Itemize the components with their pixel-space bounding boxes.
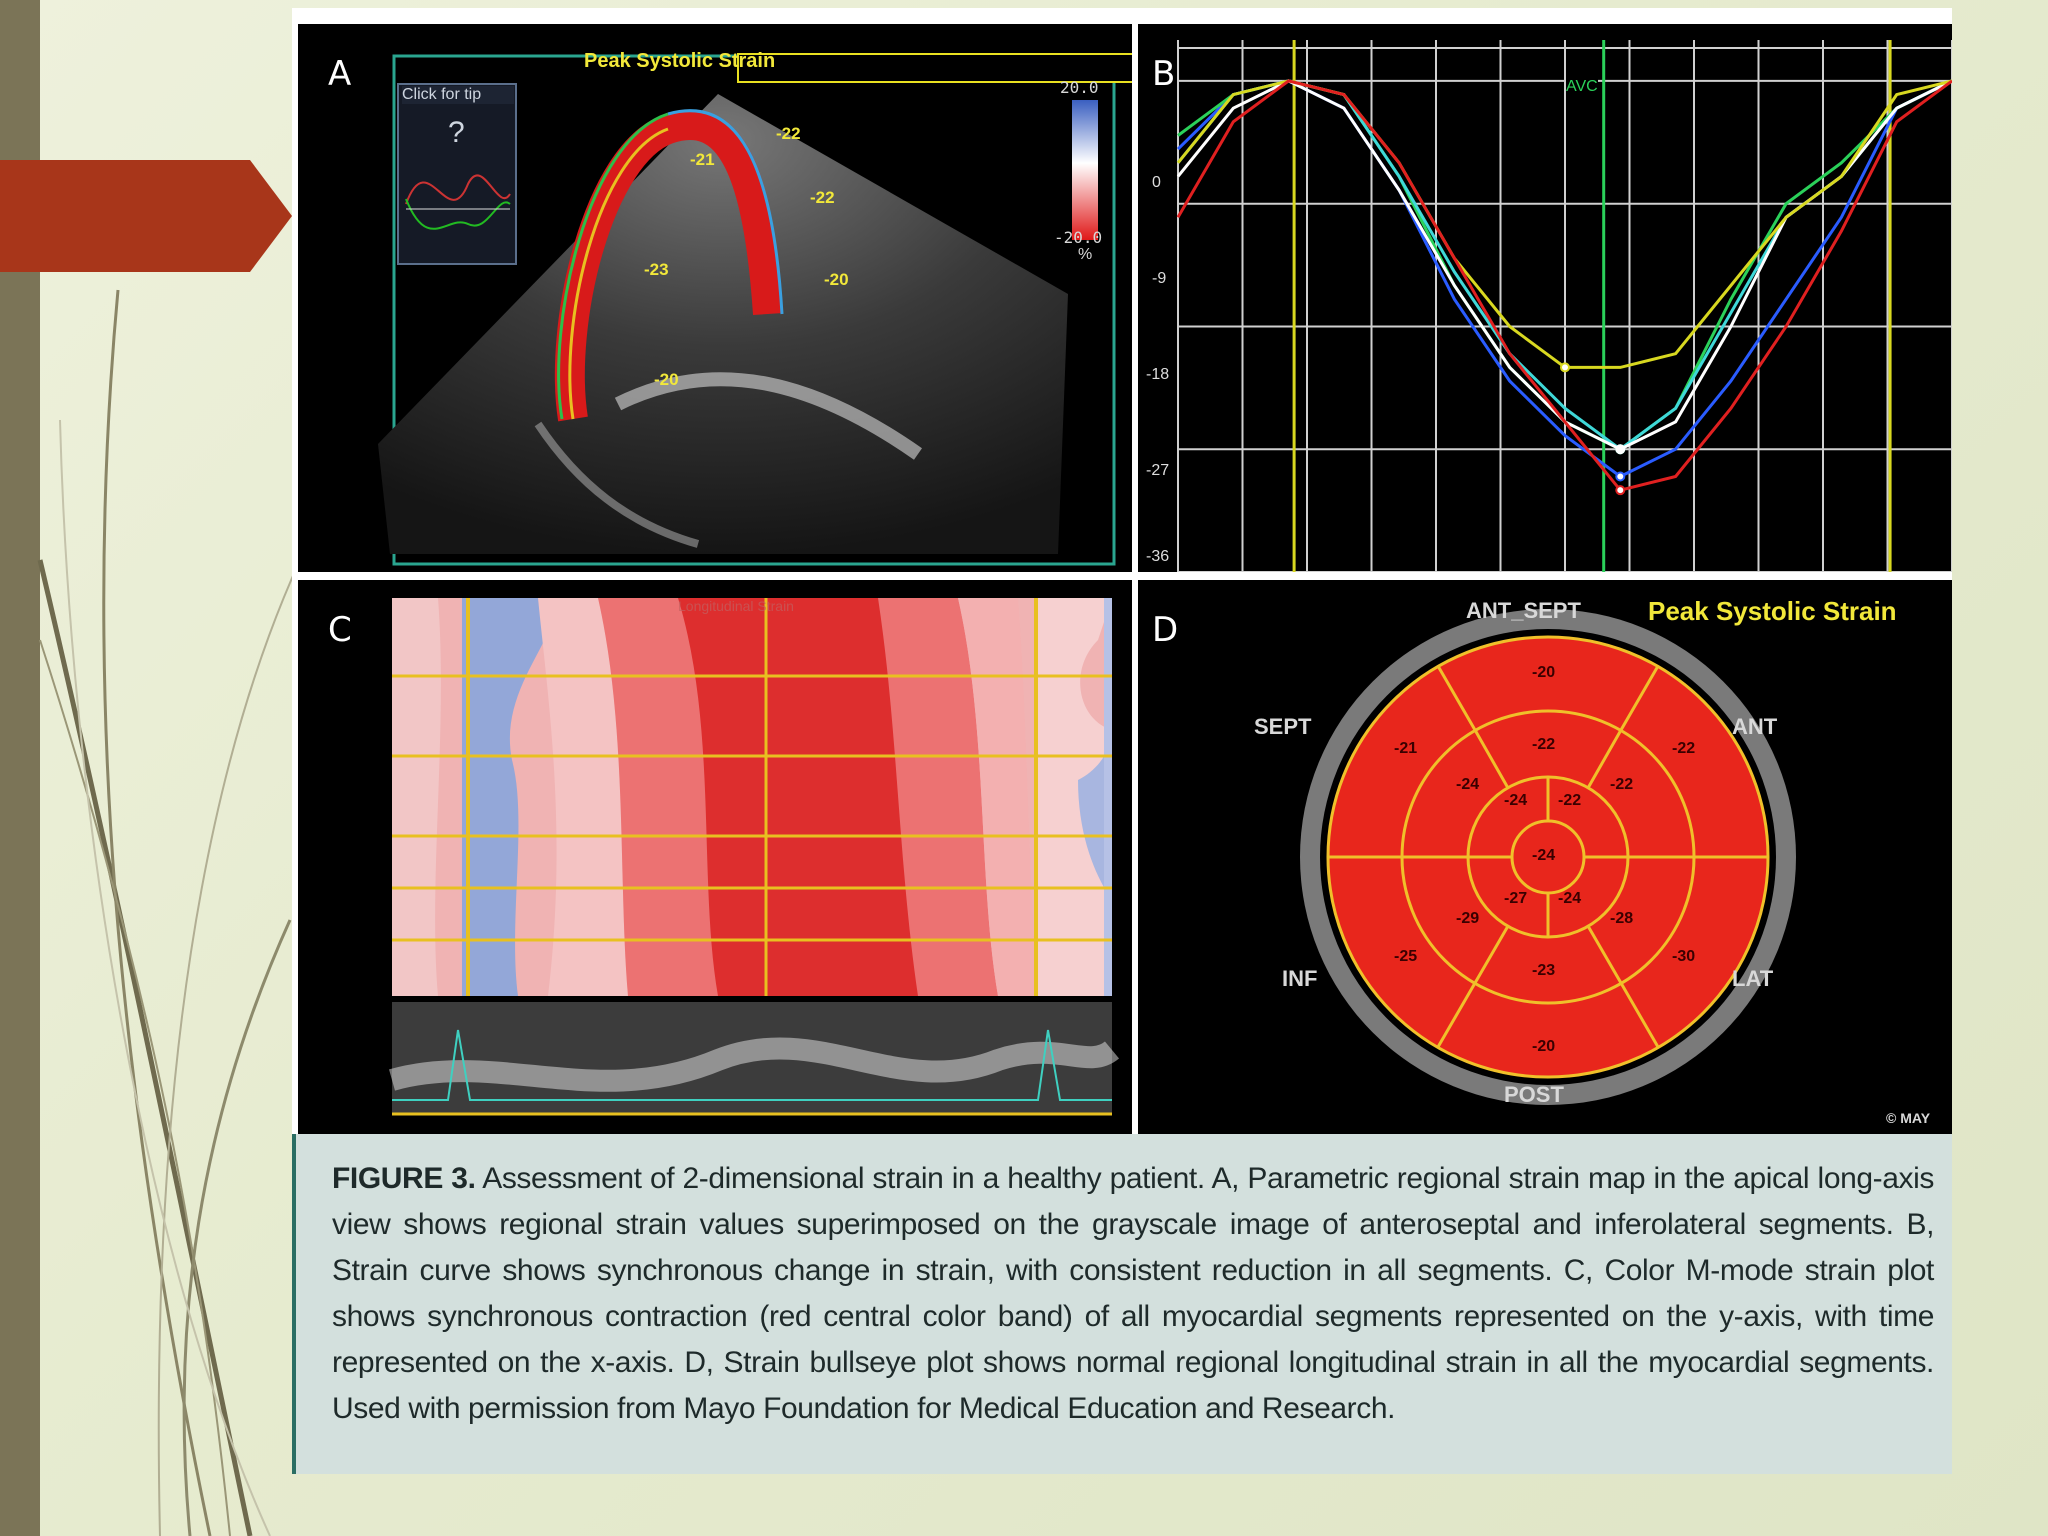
wall-label-ant: ANT: [1732, 714, 1778, 739]
segment-value: -22: [1558, 792, 1582, 809]
segment-value: -22: [810, 188, 835, 207]
avc-marker-label: AVC: [1566, 78, 1598, 96]
panel-a-graphic: [378, 53, 1132, 566]
segment-value: -24: [1558, 890, 1582, 907]
segment-value: -24: [1504, 792, 1528, 809]
wall-label-post: POST: [1504, 1082, 1564, 1107]
panel-d-bullseye: D Peak Systolic Strain ANT_SEPT SEPT ANT…: [1138, 580, 1952, 1134]
segment-value: -30: [1672, 948, 1696, 965]
segment-value: -29: [1456, 910, 1480, 927]
segment-value: -20: [1532, 1038, 1556, 1055]
figure-caption: FIGURE 3. Assessment of 2-dimensional st…: [292, 1134, 1952, 1474]
color-scale-bar: [1072, 100, 1098, 240]
y-tick-label: 0: [1152, 174, 1161, 192]
decorative-swoosh-lines: [37, 289, 301, 1536]
segment-value: -22: [776, 124, 801, 143]
help-question-icon: ?: [448, 116, 465, 149]
segment-value: -28: [1610, 910, 1634, 927]
panel-c-heading: Longitudinal Strain: [678, 598, 794, 614]
wall-label-sept: SEPT: [1254, 714, 1312, 739]
figure-3: A Peak Systolic Strain Click for tip ? 2…: [292, 8, 1952, 1474]
segment-value: -24: [1456, 776, 1480, 793]
segment-value: -23: [644, 260, 669, 279]
scale-unit: %: [1078, 246, 1093, 263]
panel-c-label: C: [328, 610, 352, 650]
panel-c-graphic: [389, 598, 1120, 1116]
copyright-label: © MAY: [1886, 1110, 1931, 1126]
panel-a-title: Peak Systolic Strain: [584, 50, 776, 72]
segment-value: -21: [690, 150, 715, 169]
panel-b-label: B: [1152, 54, 1176, 94]
peak-point: [1560, 362, 1570, 373]
wall-label-lat: LAT: [1732, 966, 1774, 991]
wall-label-ant-sept: ANT_SEPT: [1466, 598, 1581, 623]
segment-value: -20: [1532, 664, 1556, 681]
panel-d-label: D: [1152, 610, 1179, 650]
panel-b-strain-curves: B AVC 0 -9 -18 -27 -36: [1138, 24, 1952, 572]
strain-curve-chart: [1176, 40, 1952, 572]
wall-label-inf: INF: [1282, 966, 1318, 991]
segment-value: -22: [1610, 776, 1634, 793]
panel-c-color-mmode: C Longitudinal Strain: [298, 580, 1132, 1134]
arrow-shape: [0, 160, 292, 272]
segment-value: -22: [1672, 740, 1696, 757]
panel-a-label: A: [328, 54, 352, 94]
peak-point: [1615, 471, 1626, 482]
panel-d-title: Peak Systolic Strain: [1648, 596, 1897, 626]
y-tick-label: -27: [1146, 462, 1170, 480]
segment-value: -20: [824, 270, 849, 289]
caption-text: Assessment of 2-dimensional strain in a …: [332, 1162, 1935, 1425]
peak-point: [1615, 444, 1626, 455]
help-tip-box: [397, 83, 517, 265]
segment-value: -27: [1504, 890, 1528, 907]
caption-label: FIGURE 3.: [332, 1162, 476, 1195]
panel-a-title-box: [737, 53, 1132, 83]
strain-curve-line: [1176, 79, 1952, 492]
y-tick-label: -18: [1146, 366, 1170, 384]
help-tip-button[interactable]: Click for tip: [402, 86, 514, 104]
bullseye-plot: [1300, 609, 1796, 1105]
segment-value: -23: [1532, 962, 1556, 979]
panel-a-strain-map: A Peak Systolic Strain Click for tip ? 2…: [298, 24, 1132, 572]
segment-value: -25: [1394, 948, 1418, 965]
y-tick-label: -9: [1152, 270, 1167, 288]
scale-max: 20.0: [1060, 78, 1099, 97]
scale-min: -20.0: [1054, 228, 1103, 247]
segment-value: -21: [1394, 740, 1418, 757]
segment-value: -24: [1532, 847, 1556, 864]
segment-value: -22: [1532, 736, 1556, 753]
peak-point: [1615, 485, 1626, 496]
segment-value: -20: [654, 370, 679, 389]
y-tick-label: -36: [1146, 548, 1170, 566]
